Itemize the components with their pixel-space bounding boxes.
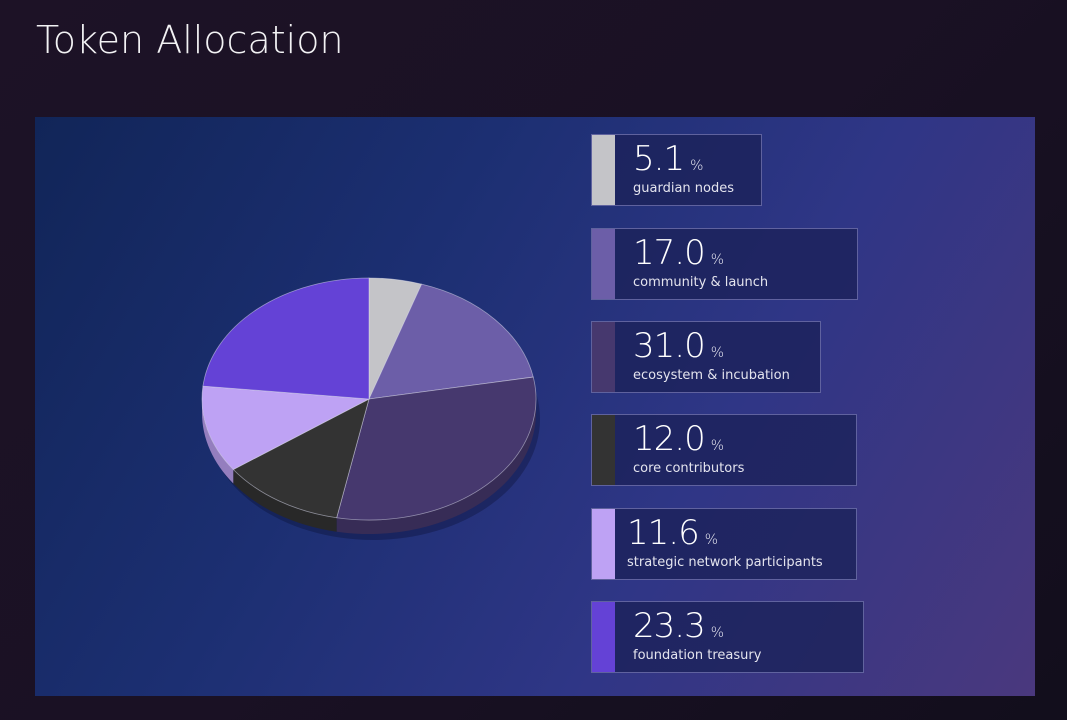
legend-swatch bbox=[592, 135, 615, 205]
chart-panel: guardian nodescommunity & launchecosyste… bbox=[35, 117, 1035, 696]
legend-item-foundation-treasury: 23.3% foundation treasury bbox=[591, 601, 864, 673]
pie-slice[interactable]: core contributors bbox=[232, 398, 370, 519]
legend-value: 12.0% bbox=[633, 419, 725, 459]
legend-swatch bbox=[592, 322, 615, 392]
pie-slice[interactable]: foundation treasury bbox=[202, 277, 370, 400]
legend-item-guardian-nodes: 5.1% guardian nodes bbox=[591, 134, 762, 206]
pie-chart: guardian nodescommunity & launchecosyste… bbox=[195, 277, 545, 547]
legend-value: 23.3% bbox=[633, 606, 725, 646]
legend-value: 11.6% bbox=[627, 513, 719, 553]
legend-item-strategic-network-participants: 11.6% strategic network participants bbox=[591, 508, 857, 580]
legend-label: strategic network participants bbox=[627, 555, 823, 570]
legend-swatch bbox=[592, 509, 615, 579]
pie-slice[interactable]: strategic network participants bbox=[201, 385, 371, 470]
legend-swatch bbox=[592, 602, 615, 672]
legend-label: guardian nodes bbox=[633, 181, 734, 196]
legend-label: core contributors bbox=[633, 461, 745, 476]
pie-slice-side bbox=[233, 469, 337, 532]
legend-value: 5.1% bbox=[633, 139, 704, 179]
legend-label: community & launch bbox=[633, 275, 769, 290]
pie-slice[interactable]: community & launch bbox=[368, 283, 534, 400]
legend-swatch bbox=[592, 415, 615, 485]
legend-value: 31.0% bbox=[633, 326, 725, 366]
legend-label: ecosystem & incubation bbox=[633, 368, 790, 383]
legend-item-ecosystem-incubation: 31.0% ecosystem & incubation bbox=[591, 321, 821, 393]
pie-slice[interactable]: ecosystem & incubation bbox=[336, 376, 537, 521]
legend-item-community-launch: 17.0% community & launch bbox=[591, 228, 858, 300]
pie-slice-side bbox=[202, 399, 234, 484]
legend-value: 17.0% bbox=[633, 233, 725, 273]
page-title: Token Allocation bbox=[36, 18, 344, 62]
legend-swatch bbox=[592, 229, 615, 299]
pie-chart-svg: guardian nodescommunity & launchecosyste… bbox=[201, 277, 540, 540]
legend-item-core-contributors: 12.0% core contributors bbox=[591, 414, 857, 486]
legend-label: foundation treasury bbox=[633, 648, 762, 663]
pie-slice-side bbox=[336, 399, 536, 534]
